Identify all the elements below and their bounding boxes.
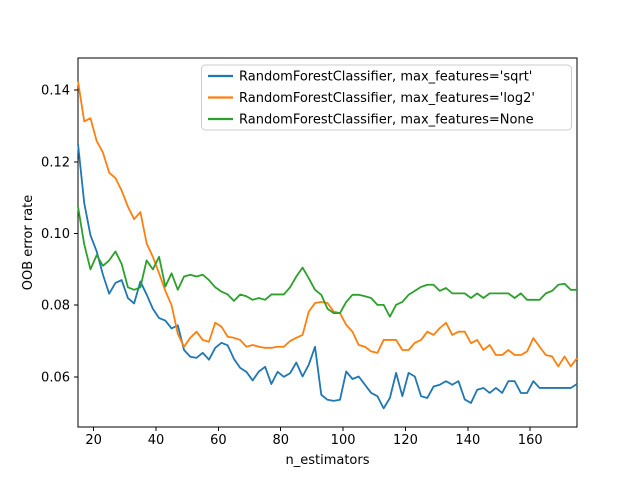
series-line-max-features-sqrt: [77, 143, 578, 410]
x-tick-label: 60: [210, 433, 227, 448]
y-tick-label: 0.14: [41, 84, 70, 99]
x-tick-label: 20: [85, 433, 102, 448]
x-tick-label: 140: [455, 433, 480, 448]
series-line-max-features-none: [77, 206, 577, 318]
x-axis-ticks: 20 40 60 80 100 120 140 160: [85, 427, 543, 448]
legend-label-sqrt: RandomForestClassifier, max_features='sq…: [239, 70, 532, 85]
x-tick-label: 160: [518, 433, 543, 448]
series-line-max-features-log2: [77, 81, 578, 368]
x-axis-label: n_estimators: [285, 453, 369, 468]
y-tick-label: 0.12: [41, 155, 70, 170]
x-tick-label: 40: [148, 433, 165, 448]
legend-label-log2: RandomForestClassifier, max_features='lo…: [239, 91, 535, 106]
y-axis-label: OOB error rate: [21, 195, 36, 291]
y-axis-ticks: 0.06 0.08 0.10 0.12 0.14: [41, 84, 78, 385]
x-tick-label: 80: [272, 433, 289, 448]
y-tick-label: 0.06: [41, 370, 70, 385]
x-tick-label: 120: [393, 433, 418, 448]
y-tick-label: 0.08: [41, 299, 70, 314]
legend: RandomForestClassifier, max_features='sq…: [201, 64, 572, 131]
data-series: [77, 81, 578, 410]
y-tick-label: 0.10: [41, 227, 70, 242]
plot-border: [77, 57, 578, 428]
legend-box: [201, 64, 572, 131]
legend-label-none: RandomForestClassifier, max_features=Non…: [239, 113, 534, 128]
x-tick-label: 100: [331, 433, 356, 448]
